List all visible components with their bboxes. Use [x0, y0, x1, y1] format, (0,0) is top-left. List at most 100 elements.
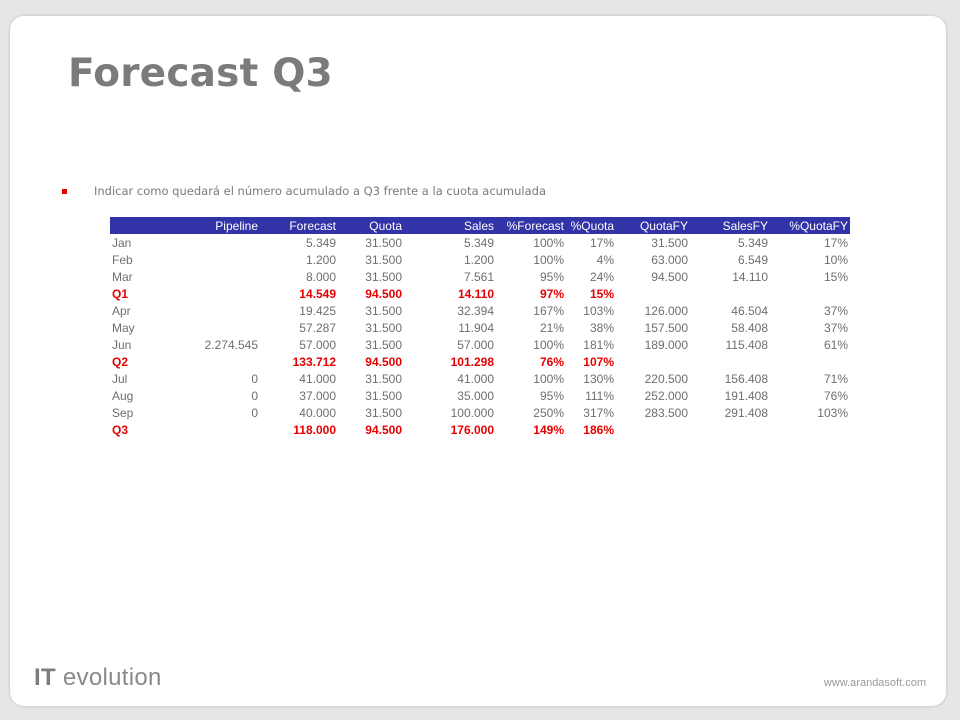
table-summary-row: Q1 14.549 94.500 14.110 97% 15% — [110, 285, 850, 302]
table-cell: 31.500 — [365, 252, 402, 267]
table-cell: 31.500 — [365, 388, 402, 403]
column-header: %Forecast — [496, 217, 566, 234]
column-header: Quota — [338, 217, 404, 234]
table-cell: 189.000 — [644, 337, 688, 352]
table-cell: 291.408 — [724, 405, 768, 420]
table-cell: 5.349 — [737, 235, 768, 250]
table-cell: 31.500 — [365, 371, 402, 386]
row-label: Apr — [112, 303, 131, 318]
table-cell: 181% — [583, 337, 614, 352]
table-cell: 100% — [533, 252, 564, 267]
table-cell — [616, 421, 690, 438]
table-cell — [770, 285, 850, 302]
table-cell: 10% — [823, 252, 848, 267]
table-cell — [150, 234, 260, 251]
row-label: Sep — [112, 405, 134, 420]
bullet-item: Indicar como quedará el número acumulado… — [62, 181, 546, 201]
table-cell — [690, 421, 770, 438]
table-cell: 15% — [823, 269, 848, 284]
table-cell: 37% — [823, 303, 848, 318]
table-cell: 24% — [589, 269, 614, 284]
table-cell: 1.200 — [305, 252, 336, 267]
table-cell: 0 — [251, 405, 258, 420]
table-cell — [150, 353, 260, 370]
table-cell: 126.000 — [644, 303, 688, 318]
table-cell — [616, 353, 690, 370]
table-cell: 130% — [583, 371, 614, 386]
bullet-text: Indicar como quedará el número acumulado… — [94, 184, 547, 198]
row-label: May — [112, 320, 135, 335]
table-cell — [150, 251, 260, 268]
table-cell — [150, 285, 260, 302]
table-cell: 94.500 — [365, 354, 402, 369]
table-cell: 31.500 — [365, 303, 402, 318]
table-cell: 14.110 — [457, 286, 494, 301]
table-row: Jul 0 41.000 31.500 41.000 100% 130% 220.500 156… — [110, 370, 850, 387]
table-cell: 157.500 — [644, 320, 688, 335]
table-cell — [150, 319, 260, 336]
brand-logo-text: evolution — [62, 664, 162, 691]
table-row: Jan 5.349 31.500 5.349 100% 17% 31.500 5.349 17% — [110, 234, 850, 251]
table-cell: 2.274.545 — [204, 337, 258, 352]
slide-title: Forecast Q3 — [68, 51, 333, 96]
table-cell: 14.549 — [299, 286, 336, 301]
table-cell: 31.500 — [365, 337, 402, 352]
table-cell: 57.287 — [299, 320, 336, 335]
row-label: Jun — [112, 337, 132, 352]
row-label: Feb — [112, 252, 133, 267]
table-cell: 0 — [251, 388, 258, 403]
table-cell — [150, 268, 260, 285]
table-cell: 31.500 — [365, 320, 402, 335]
bullet-square-icon — [62, 188, 67, 194]
table-cell: 103% — [817, 405, 848, 420]
table-cell: 100.000 — [450, 405, 494, 420]
table-cell: 97% — [539, 286, 564, 301]
table-cell: 156.408 — [724, 371, 768, 386]
table-cell: 107% — [583, 354, 614, 369]
table-cell: 101.298 — [450, 354, 494, 369]
table-cell: 15% — [589, 286, 614, 301]
table-cell: 317% — [583, 405, 614, 420]
table-cell: 14.110 — [732, 269, 768, 284]
table-row: Aug 0 37.000 31.500 35.000 95% 111% 252.000 191.… — [110, 387, 850, 404]
table-cell: 41.000 — [299, 371, 336, 386]
table-cell: 95% — [539, 388, 564, 403]
table-cell: 71% — [823, 371, 848, 386]
table-cell: 100% — [533, 235, 564, 250]
row-label: Q3 — [112, 422, 129, 437]
table-cell: 4% — [596, 252, 614, 267]
table-cell: 6.549 — [737, 252, 768, 267]
column-header: Pipeline — [150, 217, 260, 234]
table-cell: 35.000 — [457, 388, 494, 403]
table-cell: 76% — [823, 388, 848, 403]
column-header: Sales — [404, 217, 496, 234]
table-cell: 17% — [823, 235, 848, 250]
column-header: SalesFY — [690, 217, 770, 234]
table-header-row: Pipeline Forecast Quota Sales %Forecast … — [110, 217, 850, 234]
table-body: Jan 5.349 31.500 5.349 100% 17% 31.500 5.349 17%… — [110, 234, 850, 438]
table-summary-row: Q3 118.000 94.500 176.000 149% 186% — [110, 421, 850, 438]
table-cell: 57.000 — [457, 337, 494, 352]
table-cell: 220.500 — [644, 371, 688, 386]
brand-logo: IT evolution — [34, 664, 162, 692]
table-row: Jun 2.274.545 57.000 31.500 57.000 100% 181% 18… — [110, 336, 850, 353]
table-cell: 95% — [539, 269, 564, 284]
table-row: May 57.287 31.500 11.904 21% 38% 157.500 58.408… — [110, 319, 850, 336]
table-cell: 94.500 — [365, 286, 402, 301]
table-cell: 11.904 — [458, 320, 494, 335]
table-cell: 250% — [533, 405, 564, 420]
table-cell: 100% — [533, 371, 564, 386]
column-header: %QuotaFY — [770, 217, 850, 234]
table-cell: 5.349 — [305, 235, 336, 250]
table-cell: 167% — [533, 303, 564, 318]
footer-url: www.arandasoft.com — [823, 677, 926, 689]
table-row: Apr 19.425 31.500 32.394 167% 103% 126.000 46.5… — [110, 302, 850, 319]
table-cell — [690, 353, 770, 370]
table-summary-row: Q2 133.712 94.500 101.298 76% 107% — [110, 353, 850, 370]
table-cell: 103% — [583, 303, 614, 318]
table-cell: 7.561 — [463, 269, 494, 284]
table-cell: 1.200 — [463, 252, 494, 267]
table-cell: 21% — [539, 320, 564, 335]
table-cell: 186% — [583, 422, 614, 437]
table-cell: 63.000 — [651, 252, 688, 267]
